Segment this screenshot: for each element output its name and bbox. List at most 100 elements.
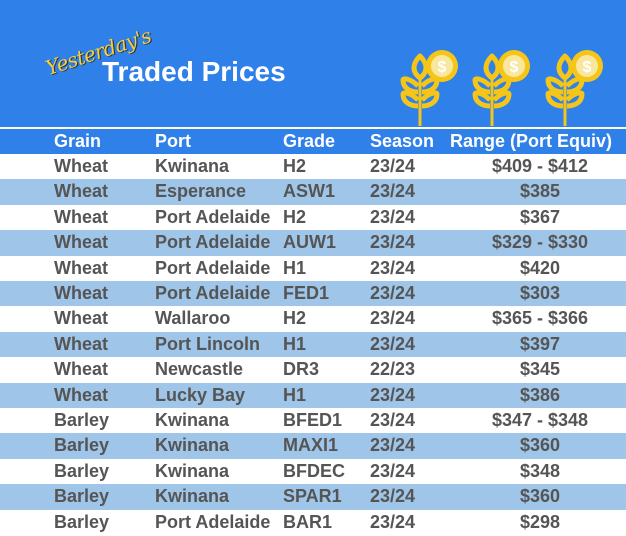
table-cell: $345: [519, 359, 561, 380]
table-cell: Wheat: [54, 384, 108, 405]
table-cell: Port Adelaide: [155, 511, 271, 532]
table-cell: Wheat: [54, 156, 108, 176]
table-row: Wheat Port Adelaide FED1 23/24 $303: [0, 281, 626, 307]
table-cell: Newcastle: [155, 359, 244, 380]
table-cell: 23/24: [370, 511, 416, 532]
table-cell: Port Adelaide: [155, 283, 271, 303]
table-row: Wheat Port Adelaide H1 23/24 $420: [0, 256, 626, 281]
table-cell: $386: [519, 384, 561, 405]
table-row: Wheat Wallaroo H2 23/24 $365 - $366: [0, 306, 626, 331]
column-header: Port: [155, 131, 191, 151]
table-cell: H1: [283, 257, 307, 278]
table-cell: $367: [519, 206, 561, 227]
table-cell: 23/24: [370, 410, 416, 430]
table-row: Wheat Lucky Bay H1 23/24 $386: [0, 382, 626, 408]
table-cell: Kwinana: [155, 486, 230, 507]
table-cell: Barley: [54, 410, 110, 430]
table-cell: $303: [519, 283, 561, 303]
table-cell: Port Adelaide: [155, 206, 271, 227]
table-cell: DR3: [283, 359, 320, 380]
table-row: Barley Kwinana BFDEC 23/24 $348: [0, 459, 626, 484]
table-cell: Barley: [54, 511, 110, 532]
table-cell: Lucky Bay: [155, 384, 246, 405]
table-cell: 22/23: [370, 359, 416, 380]
table-cell: AUW1: [283, 232, 336, 253]
table-cell: Esperance: [155, 181, 247, 202]
table-cell: H2: [283, 156, 307, 176]
table-cell: Wallaroo: [155, 308, 231, 329]
table-cell: Wheat: [54, 308, 108, 329]
table-cell: Barley: [54, 460, 110, 481]
wheat-coin-icon: $: [400, 48, 462, 126]
table-cell: 23/24: [370, 460, 416, 481]
table-cell: Kwinana: [155, 435, 230, 456]
table-cell: Wheat: [54, 232, 108, 253]
table-row: Barley Port Adelaide BAR1 23/24 $298: [0, 510, 626, 535]
table-cell: $420: [519, 257, 561, 278]
table-row: Wheat Kwinana H2 23/24 $409 - $412: [0, 154, 626, 179]
table-cell: Barley: [54, 486, 110, 507]
table-cell: H1: [283, 333, 307, 354]
table-cell: Wheat: [54, 359, 108, 380]
table-cell: $360: [519, 435, 561, 456]
table-cell: $298: [519, 511, 561, 532]
table-row: Wheat Port Lincoln H1 23/24 $397: [0, 331, 626, 358]
table-cell: 23/24: [370, 206, 416, 227]
table-cell: Port Adelaide: [155, 257, 271, 278]
table-cell: Port Adelaide: [155, 232, 271, 253]
table-header: Grain Port Grade Season Range (Port Equiv): [0, 129, 626, 154]
table-cell: Wheat: [54, 257, 108, 278]
table-cell: SPAR1: [283, 486, 342, 507]
table-cell: Wheat: [54, 333, 108, 354]
table-row: Barley Kwinana SPAR1 23/24 $360: [0, 484, 626, 510]
table-cell: FED1: [283, 283, 330, 303]
table-cell: 23/24: [370, 257, 416, 278]
table-cell: H2: [283, 308, 307, 329]
table-cell: 23/24: [370, 384, 416, 405]
table-cell: $409 - $412: [491, 156, 589, 176]
table-cell: 23/24: [370, 308, 416, 329]
table-cell: ASW1: [283, 181, 336, 202]
svg-text:$: $: [510, 59, 519, 76]
table-cell: Wheat: [54, 181, 108, 202]
table-cell: 23/24: [370, 486, 416, 507]
column-header: Season: [370, 131, 435, 151]
table-cell: H2: [283, 206, 307, 227]
table-cell: H1: [283, 384, 307, 405]
table-cell: Port Lincoln: [155, 333, 260, 354]
table-cell: $365 - $366: [491, 308, 589, 329]
table-cell: 23/24: [370, 232, 416, 253]
table-cell: $397: [519, 333, 561, 354]
table-cell: Kwinana: [155, 410, 230, 430]
table-row: Wheat Port Adelaide AUW1 23/24 $329 - $330: [0, 230, 626, 256]
table-cell: Barley: [54, 435, 110, 456]
table-cell: $385: [519, 181, 561, 202]
table-cell: Kwinana: [155, 460, 230, 481]
column-header: Grade: [283, 131, 336, 151]
table-cell: 23/24: [370, 156, 416, 176]
table-cell: Wheat: [54, 206, 108, 227]
table-cell: $347 - $348: [491, 410, 589, 430]
table-cell: 23/24: [370, 333, 416, 354]
table-row: Wheat Esperance ASW1 23/24 $385: [0, 179, 626, 205]
table-cell: $348: [519, 460, 561, 481]
table-row: Barley Kwinana MAXI1 23/24 $360: [0, 433, 626, 459]
table-cell: 23/24: [370, 435, 416, 456]
table-cell: Kwinana: [155, 156, 230, 176]
table-row: Wheat Port Adelaide H2 23/24 $367: [0, 205, 626, 230]
table-cell: $360: [519, 486, 561, 507]
column-header: Range (Port Equiv): [450, 131, 613, 151]
svg-text:$: $: [438, 59, 447, 76]
wheat-coin-icon: $: [472, 48, 534, 126]
table-cell: BFED1: [283, 410, 343, 430]
table-cell: 23/24: [370, 283, 416, 303]
table-cell: $329 - $330: [491, 232, 589, 253]
column-header: Grain: [54, 131, 102, 151]
wheat-coin-icon: $: [545, 48, 607, 126]
table-cell: BAR1: [283, 511, 333, 532]
svg-text:$: $: [583, 59, 592, 76]
table-cell: 23/24: [370, 181, 416, 202]
table-cell: BFDEC: [283, 460, 345, 481]
table-row: Barley Kwinana BFED1 23/24 $347 - $348: [0, 408, 626, 433]
table-cell: Wheat: [54, 283, 108, 303]
